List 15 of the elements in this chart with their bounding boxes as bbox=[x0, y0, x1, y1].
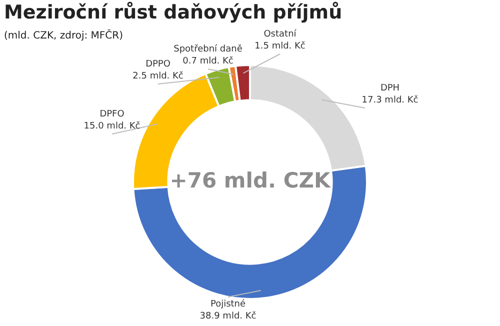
chart-subtitle: (mld. CZK, zdroj: MFČR) bbox=[4, 28, 124, 42]
slice-label: Spotřební daně bbox=[174, 43, 243, 54]
text: +76 mld. CZK bbox=[170, 168, 331, 192]
data-label: 15.0 mld. Kč bbox=[84, 120, 140, 132]
slice-label: Pojistné bbox=[210, 298, 246, 310]
data-label: 38.9 mld. Kč bbox=[200, 310, 256, 322]
data-label: 0.7 mld. Kč bbox=[182, 55, 234, 66]
data-label: 1.5 mld. Kč bbox=[254, 40, 306, 52]
chart-title: Meziroční růst daňových příjmů bbox=[4, 1, 342, 24]
slice-label: Ostatní bbox=[264, 28, 297, 40]
slice-label: DPPO bbox=[146, 59, 170, 70]
slice-label: DPH bbox=[380, 83, 400, 94]
data-label: 2.5 mld. Kč bbox=[132, 70, 184, 82]
data-label: 17.3 mld. Kč bbox=[362, 94, 418, 106]
slice-label: DPFO bbox=[100, 109, 124, 120]
